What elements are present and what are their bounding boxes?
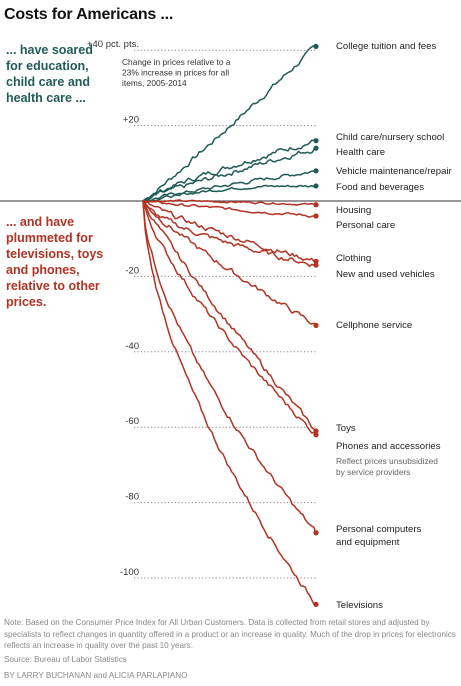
chart-source: Source: Bureau of Labor Statistics (4, 655, 127, 664)
series-label-cellphone-service: Cellphone service (336, 320, 412, 331)
series-line-college-tuition-and-fees (142, 44, 317, 202)
y-tick-label: -60 (125, 416, 139, 427)
series-line-toys (142, 200, 317, 432)
series-label-child-care-nursery-school: Child care/nursery school (336, 132, 444, 143)
series-label-clothing: Clothing (336, 253, 371, 264)
series-label-college-tuition-and-fees: College tuition and fees (336, 41, 436, 52)
byline-and: and (93, 671, 108, 680)
series-line-food-and-beverages (142, 184, 317, 203)
series-endpoint-new-and-used-vehicles (313, 262, 319, 268)
series-line-personal-care (142, 200, 317, 218)
y-tick-label: -100 (120, 567, 139, 578)
series-label-vehicle-maintenance-repair: Vehicle maintenance/repair (336, 166, 453, 177)
chart-subtitle: Change in prices relative to a 23% increa… (122, 57, 231, 88)
chart-title: Costs for Americans ... (4, 6, 174, 23)
series-line-phones-and-accessories (142, 200, 317, 436)
series-endpoint-food-and-beverages (313, 183, 319, 189)
series-label-new-and-used-vehicles: New and used vehicles (336, 269, 435, 280)
series-endpoint-housing (313, 202, 319, 208)
series-line-new-and-used-vehicles (142, 200, 317, 268)
byline-author-2: Alicia Parlapiano (108, 671, 188, 680)
y-tick-label: +40 pct. pts. (87, 39, 139, 50)
series-line-child-care-nursery-school (142, 139, 317, 203)
y-tick-label: +20 (123, 115, 139, 126)
series-line-personal-computers-and-equipment (142, 200, 317, 534)
y-tick-label: -20 (125, 265, 139, 276)
series-endpoint-cellphone-service (313, 322, 319, 329)
y-tick-label: -40 (125, 341, 139, 352)
series-label-personal-computers-and-equipment: Personal computers and equipment (336, 524, 422, 548)
series-label-televisions: Televisions (336, 600, 383, 611)
series-endpoint-phones-and-accessories (313, 432, 319, 438)
series-line-housing (142, 199, 317, 206)
series-line-televisions (142, 200, 317, 606)
byline-author-1: By Larry Buchanan (4, 671, 92, 680)
series-line-clothing (142, 200, 317, 263)
series-label-housing: Housing (336, 205, 371, 216)
series-label-phones-and-accessories: Phones and accessories (336, 441, 441, 452)
annotation-falling: ... and have plummeted for televisions, … (6, 215, 104, 309)
series-label-health-care: Health care (336, 147, 385, 158)
series-line-cellphone-service (142, 200, 317, 327)
series-endpoint-clothing (313, 258, 319, 264)
series-label-toys: Toys (336, 423, 356, 434)
series-endpoint-televisions (313, 601, 319, 607)
series-endpoint-college-tuition-and-fees (313, 43, 319, 50)
series-line-health-care (142, 147, 317, 202)
series-endpoint-personal-computers-and-equipment (313, 530, 319, 536)
y-tick-label: -80 (125, 492, 139, 503)
series-endpoint-toys (313, 428, 319, 434)
annotation-rising: ... have soared for education, child car… (6, 43, 93, 105)
chart-note: Note: Based on the Consumer Price Index … (4, 618, 456, 650)
series-label-personal-care: Personal care (336, 220, 395, 231)
line-chart: +40 pct. pts. +20 -20 -40 -60 -80 -100 Change i… (0, 39, 461, 611)
series-label-food-and-beverages: Food and beverages (336, 182, 424, 193)
series-line-vehicle-maintenance-repair (142, 170, 317, 202)
series-endpoint-health-care (313, 145, 319, 151)
series-note: Reflect prices unsubsidized by service pr… (336, 456, 438, 477)
series-endpoint-vehicle-maintenance-repair (313, 168, 319, 174)
byline: By Larry Buchanan and Alicia Parlapiano (4, 671, 187, 680)
series-endpoint-child-care-nursery-school (313, 138, 319, 144)
series-endpoint-personal-care (313, 213, 319, 219)
